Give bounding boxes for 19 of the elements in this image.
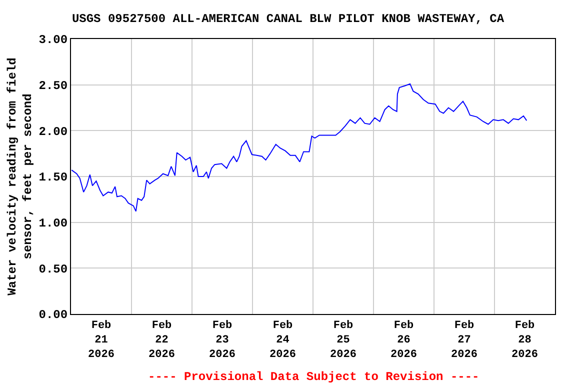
x-tick-label: Feb 27 2026 — [451, 320, 478, 361]
chart-title: USGS 09527500 ALL-AMERICAN CANAL BLW PILOT KNOB WASTEWAY, CA — [72, 12, 505, 26]
y-tick-label: 2.50 — [38, 79, 68, 94]
x-tick-label: Feb 22 2026 — [148, 320, 175, 361]
text: ---- Provisional Data Subject to Revision ---- — [148, 370, 480, 384]
y-tick-label: 0.00 — [38, 308, 68, 322]
x-tick-label: Feb 23 2026 — [209, 320, 236, 361]
y-tick-label: 3.00 — [38, 33, 68, 48]
x-tick-label: Feb 28 2026 — [512, 320, 538, 361]
x-tick-label: Feb 21 2026 — [88, 320, 114, 361]
x-tick-label: Feb 24 2026 — [270, 320, 296, 361]
y-axis-title: Water velocity reading from field sensor, feet per second — [5, 58, 36, 296]
line-series — [71, 83, 528, 212]
x-tick-label: Feb 26 2026 — [390, 320, 417, 361]
y-tick-label: 1.50 — [38, 170, 68, 185]
y-tick-label: 1.00 — [38, 216, 68, 231]
y-tick-label: 0.50 — [38, 262, 68, 276]
x-tick-label: Feb 25 2026 — [330, 320, 356, 361]
y-tick-label: 2.00 — [38, 124, 68, 139]
